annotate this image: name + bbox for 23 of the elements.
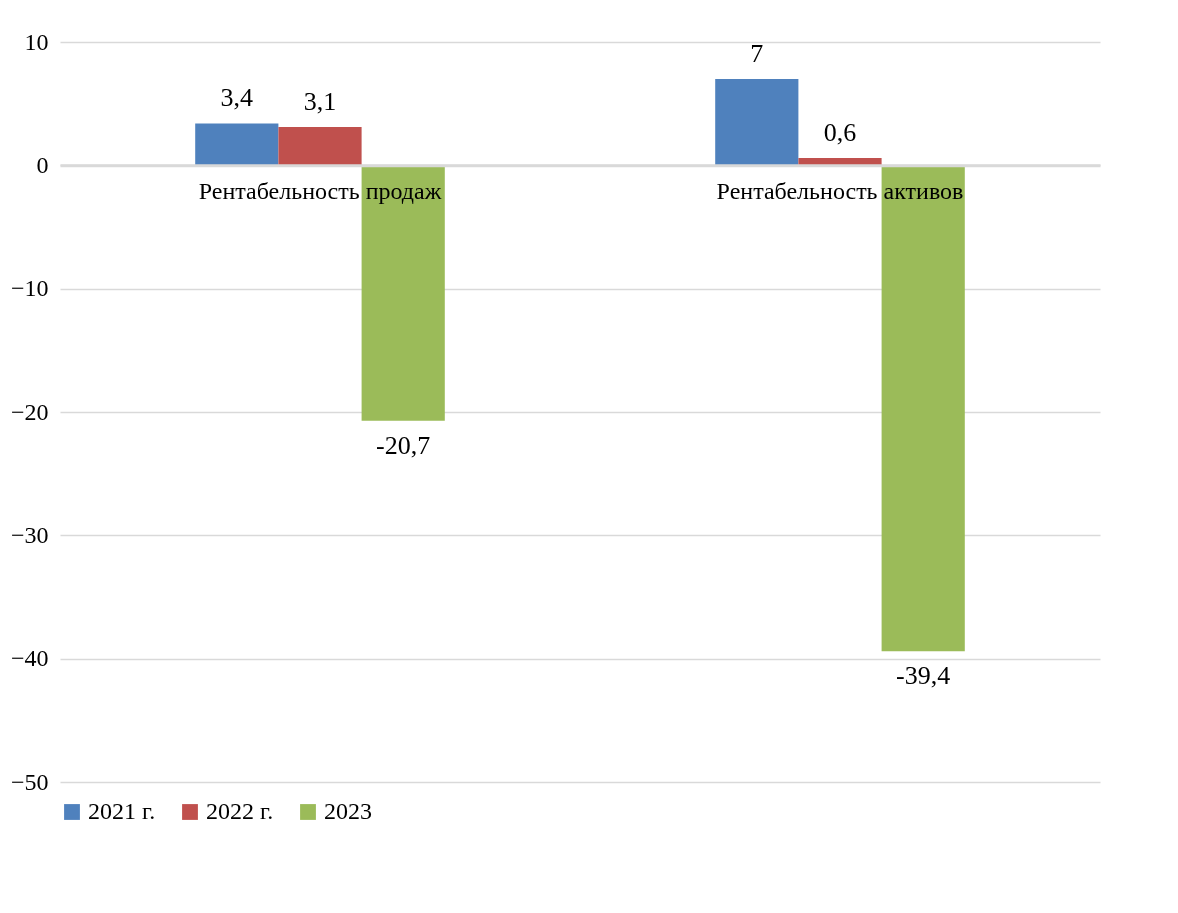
bar — [195, 123, 279, 166]
bar — [278, 127, 362, 166]
bar — [361, 165, 445, 421]
y-tick-label: 0 — [36, 151, 49, 178]
y-tick-label: −30 — [10, 521, 49, 548]
data-label: -20,7 — [376, 430, 431, 460]
data-label: 7 — [750, 39, 764, 68]
data-label: 0,6 — [823, 117, 857, 147]
y-tick-label: −50 — [10, 768, 49, 795]
legend-label: 2021 г. — [88, 798, 156, 824]
data-label: 3,1 — [303, 87, 337, 117]
y-tick-label: −20 — [10, 398, 49, 425]
y-tick-label: 10 — [24, 28, 49, 55]
data-label: -39,4 — [896, 661, 951, 691]
x-tick-label: Рентабельность продаж — [198, 177, 442, 204]
legend-label: 2023 — [324, 798, 372, 824]
bar — [881, 165, 965, 652]
y-tick-label: −40 — [10, 645, 49, 672]
y-tick-label: −10 — [10, 275, 49, 302]
data-label: 3,4 — [220, 83, 254, 113]
x-tick-label: Рентабельность активов — [716, 177, 964, 204]
legend-label: 2022 г. — [206, 798, 274, 824]
bar — [715, 79, 799, 166]
